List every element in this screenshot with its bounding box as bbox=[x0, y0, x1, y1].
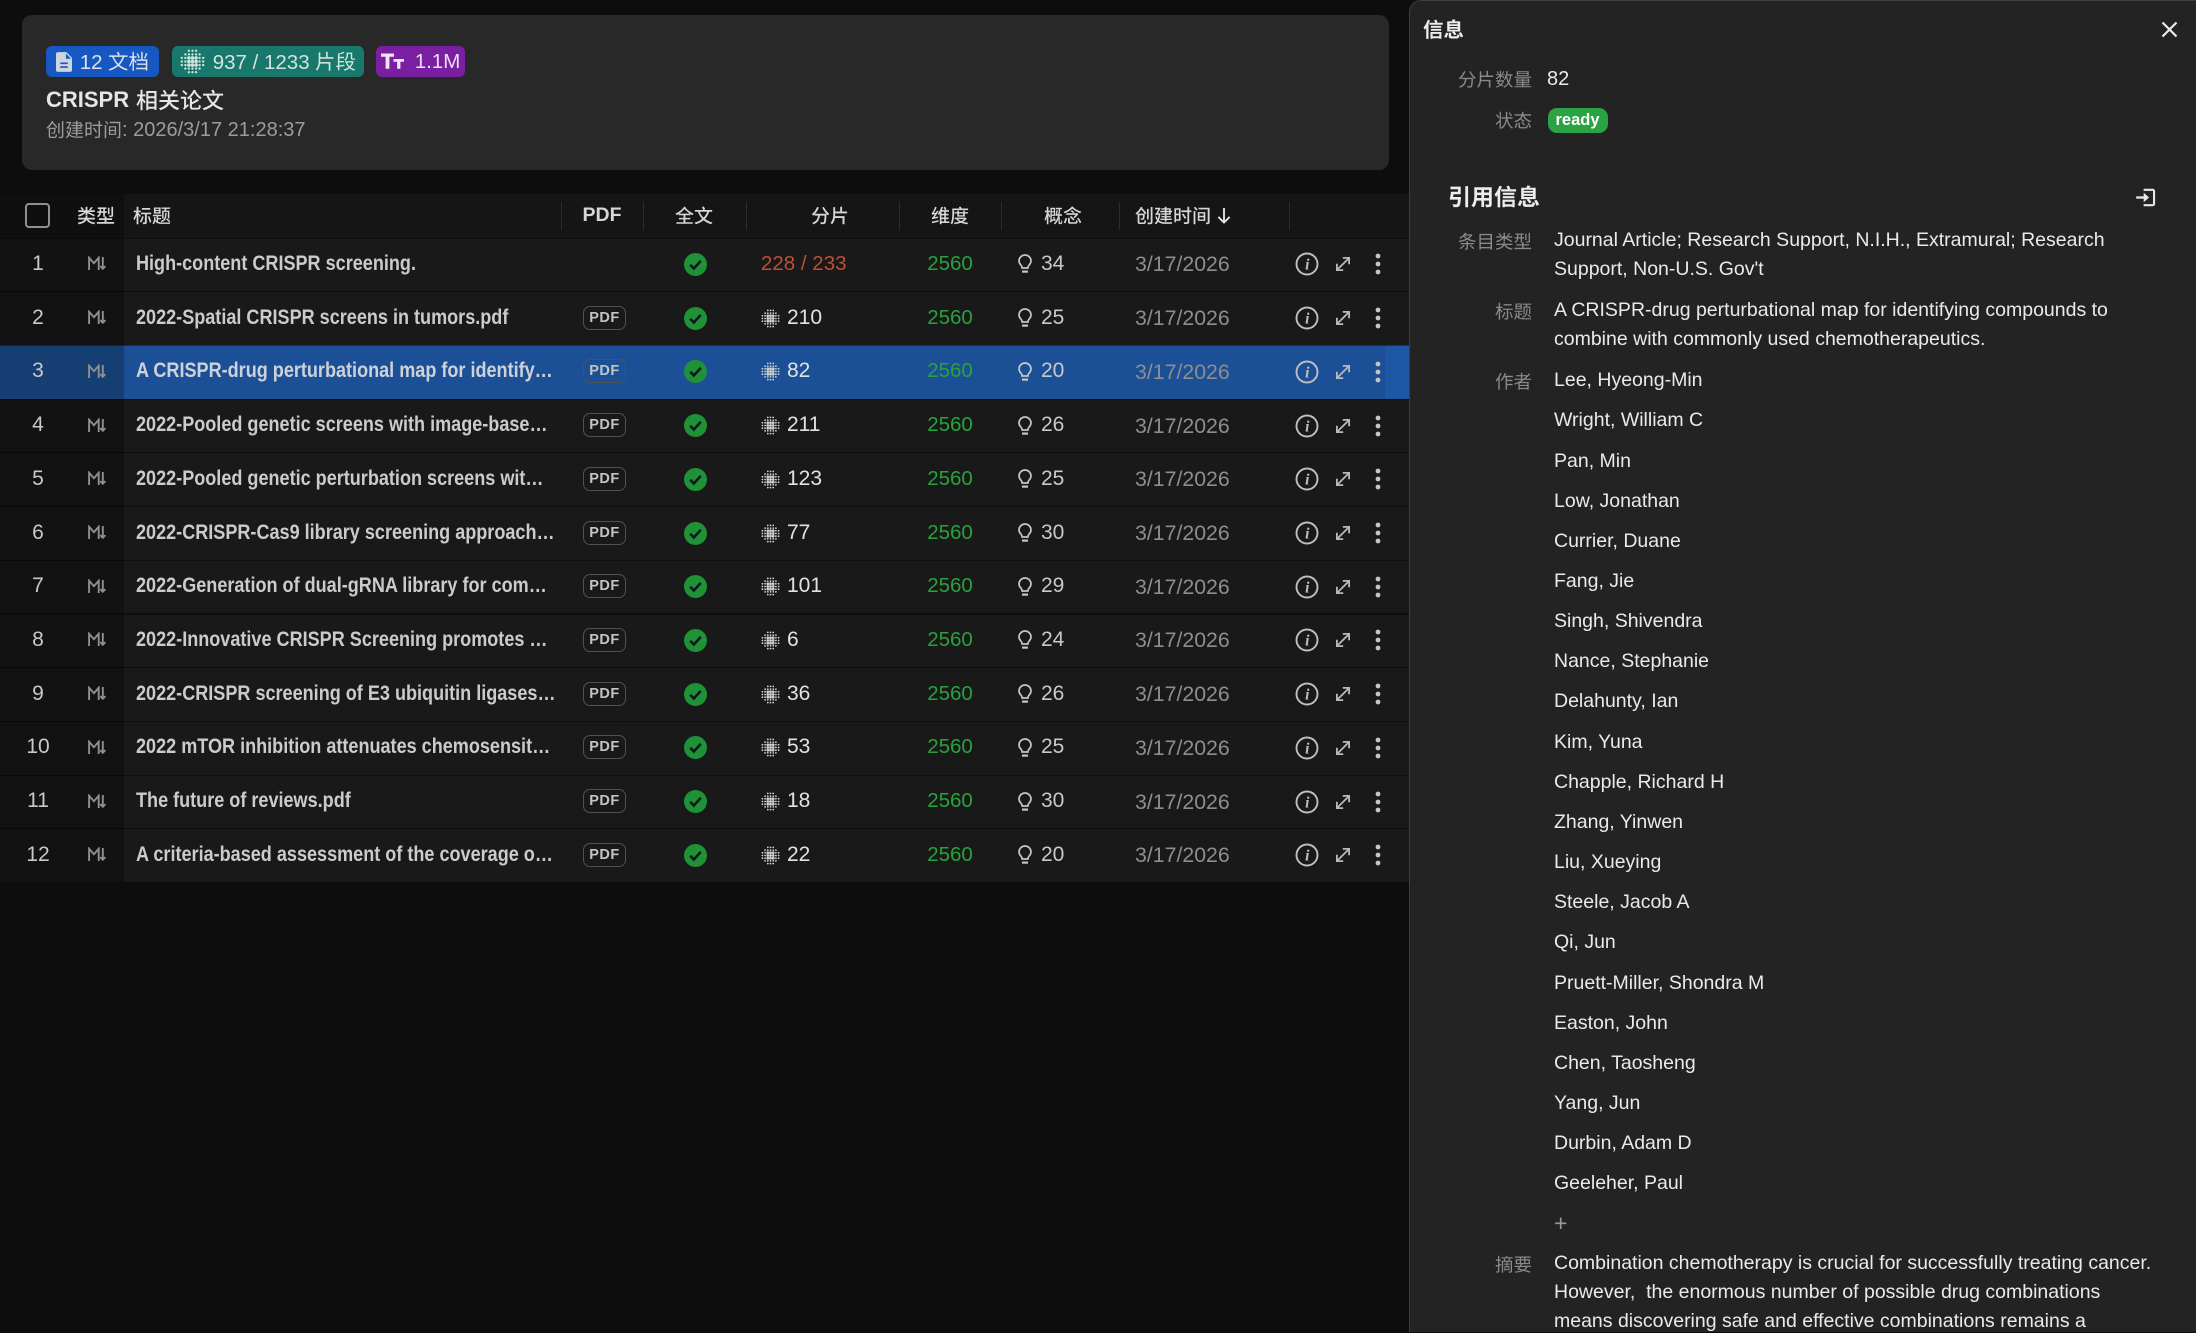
svg-text:i: i bbox=[1305, 525, 1310, 542]
svg-text:i: i bbox=[1305, 257, 1310, 274]
svg-text:i: i bbox=[1305, 364, 1310, 381]
svg-text:i: i bbox=[1305, 847, 1310, 864]
svg-text:i: i bbox=[1305, 310, 1310, 327]
svg-text:i: i bbox=[1305, 740, 1310, 757]
svg-text:i: i bbox=[1305, 579, 1310, 596]
svg-text:i: i bbox=[1305, 471, 1310, 488]
svg-text:i: i bbox=[1305, 418, 1310, 435]
svg-text:i: i bbox=[1305, 686, 1310, 703]
svg-text:i: i bbox=[1305, 794, 1310, 811]
svg-text:i: i bbox=[1305, 633, 1310, 650]
